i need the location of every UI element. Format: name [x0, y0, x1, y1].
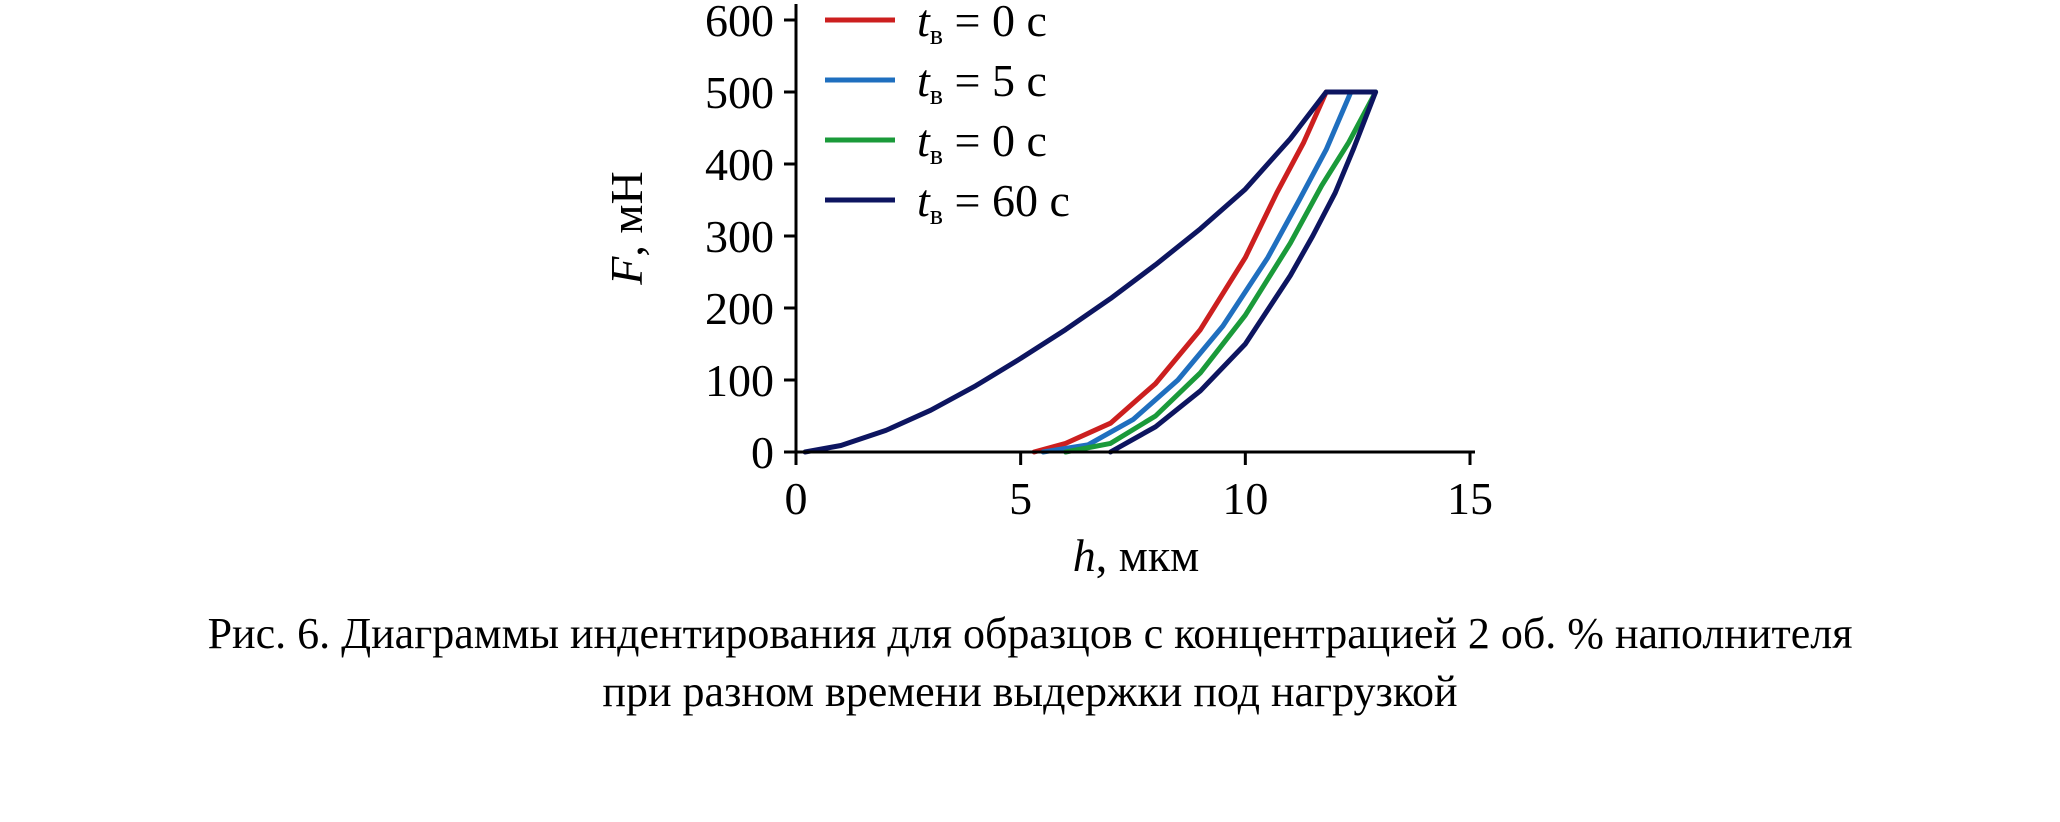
legend-subscript: в	[930, 140, 943, 171]
figure-caption-line-2: при разном времени выдержки под нагрузко…	[602, 667, 1458, 716]
x-axis-ticks: 0 5 10 15	[785, 452, 1493, 524]
y-tick-label: 0	[751, 427, 774, 478]
legend-var: t	[917, 0, 931, 46]
legend-subscript: в	[930, 80, 943, 111]
x-tick-label: 5	[1009, 473, 1032, 524]
legend: tв = 0 сtв = 5 сtв = 0 сtв = 60 с	[825, 0, 1070, 231]
y-tick-label: 200	[705, 283, 774, 334]
x-tick-label: 10	[1222, 473, 1268, 524]
legend-subscript: в	[930, 200, 943, 231]
legend-value: = 60 с	[943, 175, 1070, 226]
x-axis-label: h, мкм	[1073, 530, 1200, 581]
legend-label-2: tв = 5 с	[917, 55, 1047, 111]
y-axis-ticks: 0 100 200 300 400 500 600	[705, 0, 796, 478]
legend-var: t	[917, 115, 931, 166]
y-axis-label-var: F	[601, 256, 652, 286]
legend-value: = 5 с	[943, 55, 1047, 106]
legend-value: = 0 с	[943, 0, 1047, 46]
y-tick-label: 600	[705, 0, 774, 46]
x-tick-label: 15	[1447, 473, 1493, 524]
figure-caption-line-1: Рис. 6. Диаграммы индентирования для обр…	[207, 609, 1853, 658]
series-line-4	[802, 89, 1379, 455]
legend-label-3: tв = 0 с	[917, 115, 1047, 171]
y-tick-label: 500	[705, 67, 774, 118]
y-tick-label: 400	[705, 139, 774, 190]
y-tick-label: 300	[705, 211, 774, 262]
series-line-3	[1063, 89, 1379, 455]
legend-subscript: в	[930, 20, 943, 51]
y-axis-label-unit: , мН	[601, 171, 652, 256]
series-line-1	[1031, 89, 1329, 455]
y-axis-label: F, мН	[601, 171, 652, 285]
legend-label-1: tв = 0 с	[917, 0, 1047, 51]
legend-value: = 0 с	[943, 115, 1047, 166]
legend-var: t	[917, 55, 931, 106]
series-line-2	[1040, 89, 1354, 455]
x-axis-label-unit: , мкм	[1096, 530, 1200, 581]
x-tick-label: 0	[785, 473, 808, 524]
legend-label-4: tв = 60 с	[917, 175, 1070, 231]
x-axis-label-var: h	[1073, 530, 1096, 581]
legend-var: t	[917, 175, 931, 226]
y-tick-label: 100	[705, 355, 774, 406]
plot-lines	[802, 89, 1379, 455]
